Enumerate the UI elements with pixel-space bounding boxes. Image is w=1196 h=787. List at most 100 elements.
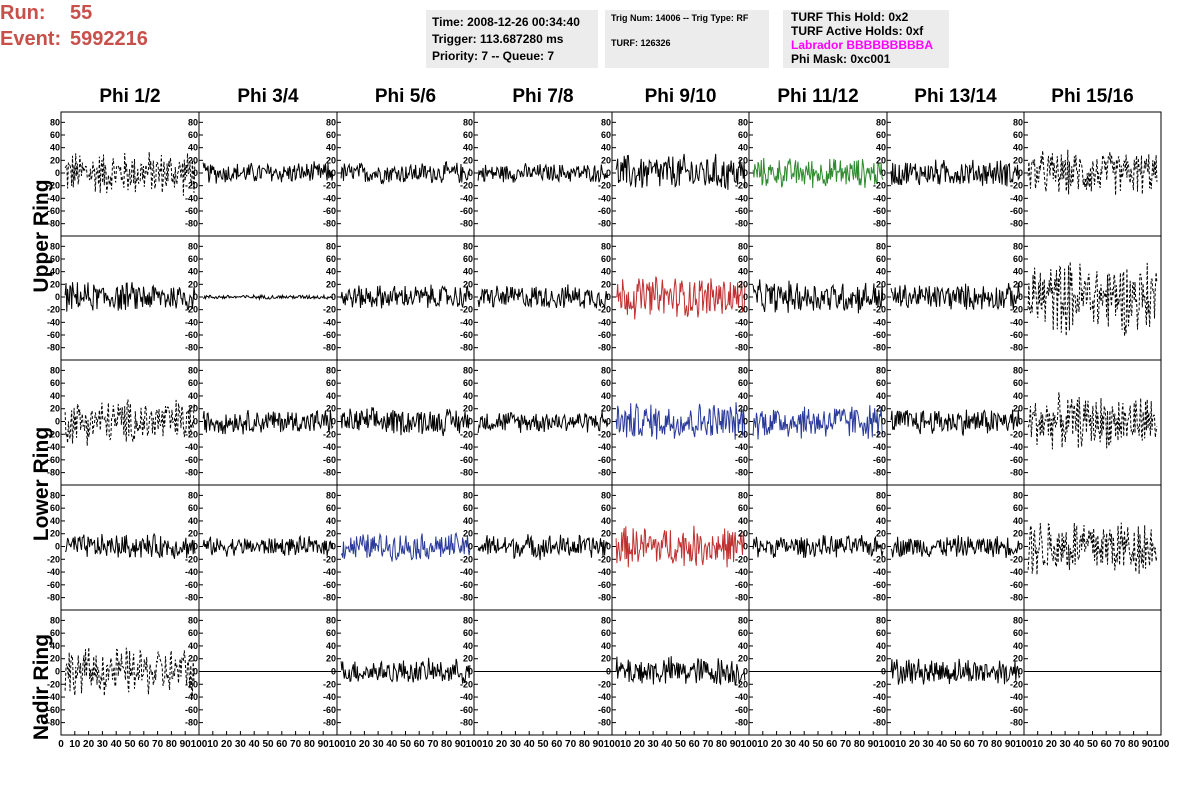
xtick-label: 30: [923, 739, 935, 750]
xtick-label: 60: [964, 739, 976, 750]
ytick-label: -40: [185, 317, 198, 327]
ytick-label: 80: [601, 490, 611, 500]
ytick-label: 40: [188, 641, 198, 651]
xtick-label: 90: [593, 739, 605, 750]
ytick-label: -20: [460, 305, 473, 315]
ytick-label: -40: [460, 567, 473, 577]
ytick-label: 0: [881, 542, 886, 552]
ytick-label: -80: [323, 468, 336, 478]
waveform-trace-r2-c8: [1027, 261, 1158, 337]
ytick-label: 40: [326, 143, 336, 153]
ytick-label: 80: [326, 615, 336, 625]
ytick-label: -60: [1010, 455, 1023, 465]
ytick-label: -40: [323, 193, 336, 203]
waveform-trace-r1-c6: [752, 157, 884, 189]
xtick-label: 30: [510, 739, 522, 750]
ytick-label: 80: [1013, 615, 1023, 625]
ytick-label: 0: [881, 292, 886, 302]
ytick-label: 40: [463, 516, 473, 526]
ytick-label: -60: [873, 206, 886, 216]
waveform-trace-r4-c8: [1027, 522, 1158, 575]
ytick-label: -60: [873, 705, 886, 715]
ytick-label: 40: [601, 516, 611, 526]
ytick-label: 20: [738, 529, 748, 539]
xtick-label: 90: [180, 739, 192, 750]
run-event-box: Run: 55 Event: 5992216: [0, 0, 170, 52]
panel-frame-r4-c6: [748, 484, 888, 611]
ytick-label: 0: [743, 292, 748, 302]
xtick-label: 20: [359, 739, 371, 750]
ytick-label: 40: [876, 267, 886, 277]
waveform-trace-r3-c8: [1027, 392, 1158, 450]
ytick-label: 0: [743, 168, 748, 178]
ytick-label: 0: [468, 542, 473, 552]
waveform-trace-r1-c7: [890, 159, 1021, 187]
ytick-label: -60: [323, 580, 336, 590]
ytick-label: -40: [47, 567, 60, 577]
waveform-trace-r4-c6: [752, 535, 884, 558]
xtick-label: 80: [991, 739, 1003, 750]
ytick-label: -40: [460, 442, 473, 452]
ytick-label: 80: [463, 365, 473, 375]
ytick-label: 40: [876, 641, 886, 651]
ytick-label: -80: [185, 219, 198, 229]
ytick-label: 0: [331, 667, 336, 677]
xtick-label: 30: [648, 739, 660, 750]
ytick-label: -80: [185, 718, 198, 728]
ytick-label: 0: [881, 168, 886, 178]
ytick-label: 40: [326, 641, 336, 651]
ytick-label: 60: [1013, 254, 1023, 264]
waveform-trace-r4-c5: [615, 525, 746, 568]
ytick-label: -20: [185, 429, 198, 439]
xtick-label: 100: [879, 739, 896, 750]
ytick-label: -40: [460, 317, 473, 327]
ytick-label: 60: [738, 254, 748, 264]
ytick-label: -40: [323, 442, 336, 452]
ytick-label: -60: [460, 206, 473, 216]
ytick-label: -20: [323, 429, 336, 439]
ytick-label: -20: [598, 429, 611, 439]
ytick-label: -80: [735, 718, 748, 728]
xtick-label: 80: [854, 739, 866, 750]
ytick-label: 80: [601, 117, 611, 127]
ytick-label: -20: [47, 679, 60, 689]
ytick-label: 20: [326, 155, 336, 165]
ytick-label: 0: [606, 292, 611, 302]
ytick-label: 60: [1013, 378, 1023, 388]
ytick-label: 0: [1018, 417, 1023, 427]
ytick-label: -20: [873, 429, 886, 439]
xtick-label: 40: [111, 739, 123, 750]
event-label: Event:: [0, 28, 62, 50]
ytick-label: 0: [331, 292, 336, 302]
xtick-label: 70: [702, 739, 714, 750]
ytick-label: 0: [193, 417, 198, 427]
xtick-label: 60: [689, 739, 701, 750]
ytick-label: 80: [188, 117, 198, 127]
ytick-label: -80: [735, 468, 748, 478]
ytick-label: 20: [188, 155, 198, 165]
ytick-label: -20: [47, 554, 60, 564]
waveform-trace-r2-c4: [477, 284, 609, 309]
xtick-label: 100: [191, 739, 208, 750]
phi-header-1: Phi 1/2: [99, 86, 161, 107]
ytick-label: 80: [326, 117, 336, 127]
ytick-label: -20: [598, 679, 611, 689]
ytick-label: 0: [55, 542, 60, 552]
ytick-label: 80: [876, 365, 886, 375]
ytick-label: -60: [1010, 206, 1023, 216]
ytick-label: 60: [1013, 130, 1023, 140]
ytick-label: 0: [1018, 292, 1023, 302]
ytick-label: 0: [331, 168, 336, 178]
turf-hold-text: TURF This Hold: 0x2: [791, 10, 909, 24]
ytick-label: 0: [331, 417, 336, 427]
ytick-label: -60: [735, 580, 748, 590]
time-info-box: Time: 2008-12-26 00:34:40 Trigger: 113.6…: [426, 10, 598, 68]
xtick-label: 20: [634, 739, 646, 750]
panel-frame-r5-c2: [198, 609, 338, 736]
ytick-label: -40: [323, 567, 336, 577]
ytick-label: 60: [50, 130, 60, 140]
ytick-label: 60: [326, 254, 336, 264]
xtick-label: 20: [909, 739, 921, 750]
ytick-label: 60: [1013, 628, 1023, 638]
ytick-label: 40: [50, 143, 60, 153]
